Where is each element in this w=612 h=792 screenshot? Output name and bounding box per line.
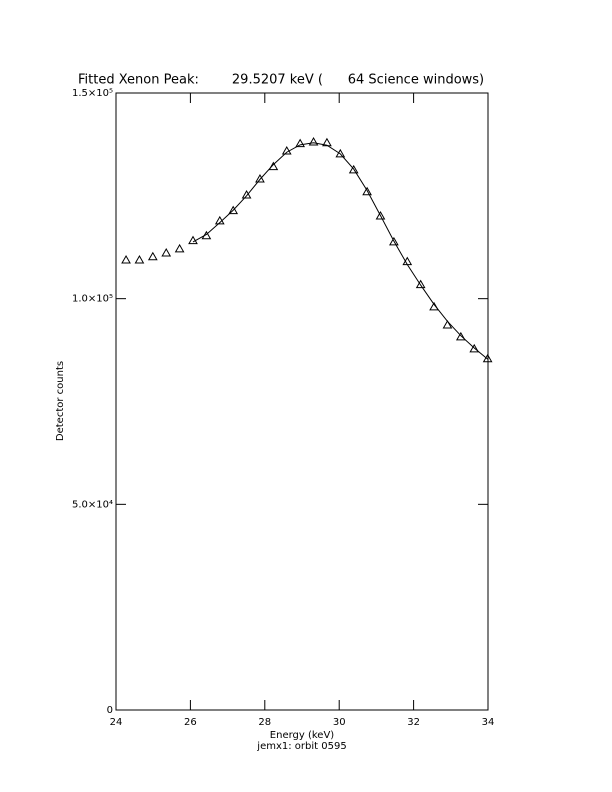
- data-point: [134, 254, 145, 264]
- data-point: [348, 164, 359, 174]
- data-point: [188, 235, 198, 245]
- data-point: [255, 173, 265, 183]
- subtitle: jemx1: orbit 0595: [256, 741, 346, 752]
- data-point: [281, 145, 292, 155]
- data-point: [389, 236, 399, 246]
- data-point: [415, 279, 426, 289]
- data-point: [335, 148, 346, 158]
- x-tick-label: 30: [333, 717, 346, 728]
- data-point: [295, 138, 306, 148]
- y-tick-label: 1.0×10⁵: [72, 294, 113, 305]
- data-point: [375, 210, 386, 220]
- data-point: [268, 161, 279, 171]
- plot-frame: [115, 92, 489, 711]
- y-tick-label: 5.0×10⁴: [72, 499, 113, 510]
- data-point: [455, 331, 466, 341]
- data-point: [482, 353, 493, 363]
- data-point: [308, 136, 319, 146]
- data-point: [241, 190, 252, 199]
- x-tick-label: 26: [184, 717, 197, 728]
- data-point: [161, 248, 172, 257]
- x-tick-label: 32: [407, 717, 420, 728]
- data-point: [147, 251, 158, 261]
- data-point: [469, 343, 480, 353]
- data-point: [174, 243, 185, 253]
- y-tick-label: 1.5×10⁵: [72, 88, 113, 99]
- x-axis-label: Energy (keV): [270, 730, 335, 741]
- chart-title: Fitted Xenon Peak: 29.5207 keV ( 64 Scie…: [78, 73, 484, 88]
- x-tick-label: 34: [482, 717, 495, 728]
- data-point: [201, 230, 212, 240]
- data-point: [228, 205, 239, 215]
- x-tick-label: 28: [258, 717, 271, 728]
- y-axis-label: Detector counts: [55, 361, 66, 441]
- x-tick-label: 24: [110, 717, 123, 728]
- y-tick-label: 0: [107, 705, 113, 716]
- data-point: [362, 186, 372, 196]
- data-point: [442, 319, 453, 329]
- fit-line: [192, 142, 488, 360]
- data-point: [121, 254, 131, 264]
